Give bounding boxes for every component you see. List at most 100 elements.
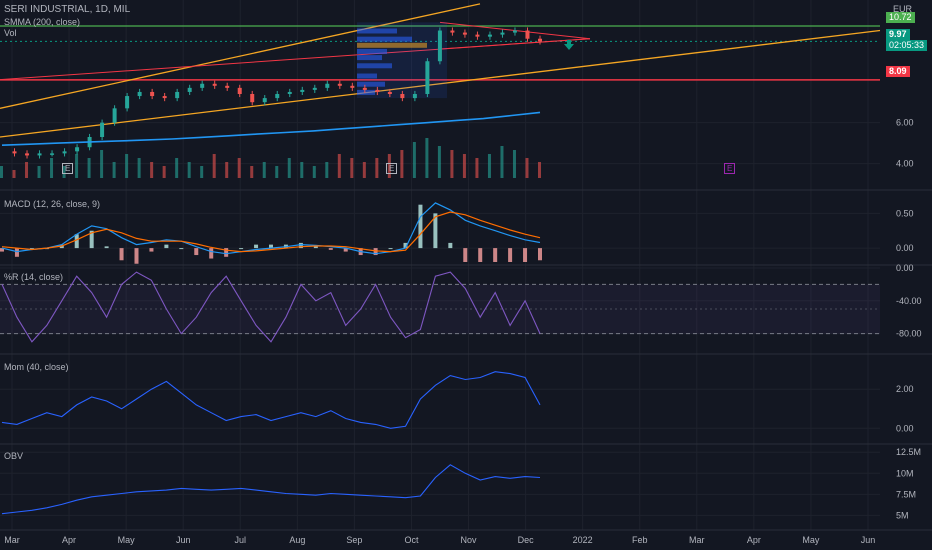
up-arrow-marker: [564, 40, 574, 50]
macd-histogram-bar: [74, 234, 79, 249]
williams-r-pane[interactable]: [0, 271, 880, 343]
volume-bar: [512, 150, 516, 178]
macd-histogram-bar: [0, 248, 4, 252]
macd-tick-label: 0.00: [896, 243, 914, 253]
smma-legend[interactable]: SMMA (200, close): [4, 17, 81, 27]
volume-profile-bar: [357, 55, 382, 61]
candle-body: [300, 89, 305, 92]
volume-bar: [75, 154, 79, 178]
volume-bar: [187, 162, 191, 178]
candle-body: [312, 87, 317, 90]
macd-histogram-bar: [388, 248, 393, 250]
x-tick-label: Nov: [461, 535, 478, 545]
candle-body: [362, 87, 367, 90]
volume-bar: [100, 150, 104, 178]
volume-bar: [300, 162, 304, 178]
macd-pane[interactable]: [0, 202, 542, 264]
williams-r-legend[interactable]: %R (14, close): [4, 272, 64, 282]
volume-profile-bar: [357, 63, 392, 69]
candle-body: [187, 87, 192, 92]
x-tick-label: 2022: [573, 535, 593, 545]
macd-histogram-bar: [493, 248, 498, 262]
x-tick-label: Sep: [346, 535, 362, 545]
earnings-marker-upcoming[interactable]: E: [724, 163, 736, 174]
candle-body: [112, 108, 117, 123]
volume-bar: [325, 162, 329, 178]
macd-tick-label: 0.50: [896, 208, 914, 218]
macd-histogram-bar: [89, 230, 94, 249]
volume-profile-bar: [357, 81, 385, 87]
candle-body: [100, 122, 105, 137]
macd-legend[interactable]: MACD (12, 26, close, 9): [4, 199, 101, 209]
macd-histogram-bar: [224, 248, 229, 257]
macd-signal-line: [1, 211, 541, 253]
obv-legend[interactable]: OBV: [4, 451, 24, 461]
volume-bar: [137, 158, 141, 178]
obv-pane[interactable]: [1, 464, 541, 515]
wr-tick-label: -80.00: [896, 329, 922, 339]
volume-legend[interactable]: Vol: [4, 28, 17, 38]
volume-bar: [262, 162, 266, 178]
momentum-pane[interactable]: [1, 371, 541, 429]
volume-bar: [125, 154, 129, 178]
macd-histogram-bar: [209, 248, 214, 259]
volume-bar: [175, 158, 179, 178]
candle-body: [437, 30, 442, 62]
earnings-marker[interactable]: E: [62, 163, 74, 174]
macd-histogram-bar: [313, 246, 318, 249]
candle-body: [125, 96, 130, 109]
volume-profile-bar: [357, 36, 412, 42]
macd-histogram-bar: [448, 242, 453, 249]
volume-bar: [112, 162, 116, 178]
volume-bar: [12, 170, 16, 178]
volume-bar: [0, 166, 3, 178]
symbol-title[interactable]: SERI INDUSTRIAL, 1D, MIL: [4, 4, 131, 15]
volume-bar: [462, 154, 466, 178]
x-tick-label: Dec: [518, 535, 535, 545]
volume-bar: [425, 138, 429, 178]
currency-label: EUR: [893, 4, 913, 14]
x-tick-label: Apr: [747, 535, 761, 545]
candle-body: [412, 94, 417, 99]
candle-body: [150, 91, 155, 97]
macd-histogram-bar: [134, 248, 139, 264]
macd-histogram-bar: [538, 248, 542, 261]
volume-bar: [500, 146, 504, 178]
volume-profile-area: [357, 22, 447, 99]
candle-body: [525, 30, 530, 39]
volume-bar: [25, 162, 29, 178]
volume-bar: [487, 154, 491, 178]
candle-body: [375, 89, 380, 92]
x-tick-label: May: [118, 535, 136, 545]
macd-histogram-bar: [239, 248, 244, 250]
macd-histogram-bar: [29, 248, 34, 250]
candle-body: [137, 91, 142, 97]
candle-body: [225, 85, 230, 88]
volume-profile-bar: [357, 73, 377, 79]
volume-bar: [475, 158, 479, 178]
countdown-tag: 02:05:33: [886, 40, 928, 51]
candle-body: [350, 85, 355, 88]
macd-histogram-bar: [343, 248, 348, 252]
x-tick-label: Feb: [632, 535, 648, 545]
earnings-marker[interactable]: E: [386, 163, 398, 174]
smma-200-line: [1, 111, 541, 146]
volume-bar: [37, 166, 41, 178]
volume-bar: [212, 154, 216, 178]
momentum-legend[interactable]: Mom (40, close): [4, 362, 69, 372]
volume-bar: [150, 162, 154, 178]
macd-histogram-bar: [254, 244, 259, 249]
trend-channel-lower: [0, 29, 881, 138]
macd-line: [1, 202, 541, 255]
support-line-tag: 8.09: [886, 66, 910, 77]
candle-body: [287, 91, 292, 94]
volume-profile-bar: [357, 42, 427, 48]
momentum-line: [1, 371, 541, 429]
candle-body: [387, 91, 392, 94]
macd-histogram-bar: [149, 248, 154, 252]
price-pane[interactable]: [0, 3, 881, 178]
volume-bar: [387, 154, 391, 178]
x-tick-label: May: [802, 535, 820, 545]
candle-body: [12, 151, 17, 154]
obv-line: [1, 464, 541, 515]
